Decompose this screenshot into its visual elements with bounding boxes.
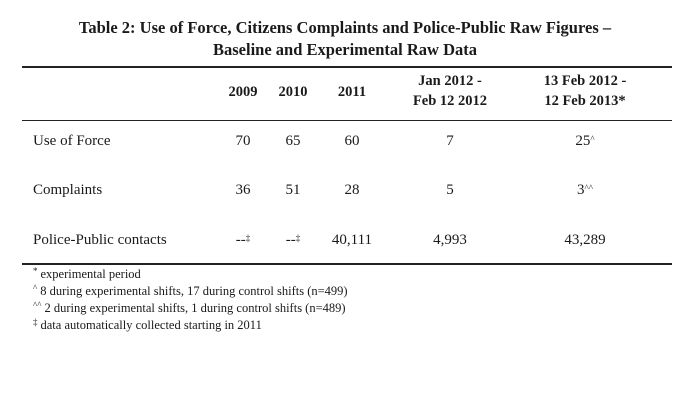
footnote-mark: ^^ <box>33 300 42 310</box>
cell-use-of-force-2011: 60 <box>344 133 360 149</box>
bottom-rule <box>22 263 672 265</box>
cell-value: 25 <box>575 133 591 149</box>
cell-contacts-2010: --‡ <box>268 230 318 250</box>
footnote-text: experimental period <box>40 267 141 281</box>
top-rule <box>22 66 672 68</box>
header-2009: 2009 <box>228 84 258 100</box>
table-title-line-2: Baseline and Experimental Raw Data <box>213 40 477 59</box>
header-jan-2012-line-1: Jan 2012 - <box>418 73 482 89</box>
cell-complaints-feb-2012: 3^^ <box>515 180 655 200</box>
header-jan-2012: Jan 2012 - Feb 12 2012 <box>390 71 510 111</box>
footnote-3: ^^ 2 during experimental shifts, 1 during… <box>33 300 346 316</box>
cell-contacts-2011: 40,111 <box>331 232 373 248</box>
header-feb-2012-line-1: 13 Feb 2012 - <box>543 73 627 89</box>
footnote-mark: ‡ <box>33 317 38 327</box>
cell-complaints-2010: 51 <box>285 182 301 198</box>
cell-complaints-2011: 28 <box>344 182 360 198</box>
footnote-marker: ^ <box>590 134 595 144</box>
footnote-text: data automatically collected starting in… <box>40 318 262 332</box>
cell-contacts-jan-2012: 4,993 <box>433 232 467 248</box>
cell-use-of-force-2010: 65 <box>285 133 301 149</box>
footnote-mark: ^ <box>33 283 38 293</box>
footnote-marker: ‡ <box>245 233 251 243</box>
footnote-text: 2 during experimental shifts, 1 during c… <box>44 301 346 315</box>
header-rule <box>22 120 672 121</box>
row-label-use-of-force: Use of Force <box>33 133 111 149</box>
header-feb-2012-line-2: 12 Feb 2013* <box>544 93 626 109</box>
header-feb-2012: 13 Feb 2012 - 12 Feb 2013* <box>515 71 655 111</box>
footnote-text: 8 during experimental shifts, 17 during … <box>40 284 348 298</box>
row-label-complaints: Complaints <box>33 182 103 198</box>
footnote-2: ^ 8 during experimental shifts, 17 during… <box>33 283 348 299</box>
cell-contacts-feb-2012: 43,289 <box>564 232 606 248</box>
cell-complaints-jan-2012: 5 <box>446 182 454 198</box>
cell-value: -- <box>285 232 296 248</box>
cell-value: 3 <box>577 182 585 198</box>
cell-use-of-force-jan-2012: 7 <box>446 133 454 149</box>
footnote-1: * experimental period <box>33 266 141 282</box>
header-2011: 2011 <box>337 84 367 100</box>
footnote-4: ‡ data automatically collected starting i… <box>33 317 262 333</box>
cell-complaints-2009: 36 <box>235 182 251 198</box>
cell-use-of-force-2009: 70 <box>235 133 251 149</box>
footnote-marker: ^^ <box>584 183 593 193</box>
footnote-marker: ‡ <box>295 233 301 243</box>
row-label-police-public-contacts: Police-Public contacts <box>33 232 167 248</box>
cell-value: -- <box>235 232 246 248</box>
table-title: Table 2: Use of Force, Citizens Complain… <box>0 17 690 61</box>
cell-contacts-2009: --‡ <box>218 230 268 250</box>
table-title-line-1: Table 2: Use of Force, Citizens Complain… <box>78 18 612 37</box>
header-2010: 2010 <box>278 84 308 100</box>
header-jan-2012-line-2: Feb 12 2012 <box>412 93 488 109</box>
cell-use-of-force-feb-2012: 25^ <box>515 131 655 151</box>
footnote-mark: * <box>33 266 38 276</box>
